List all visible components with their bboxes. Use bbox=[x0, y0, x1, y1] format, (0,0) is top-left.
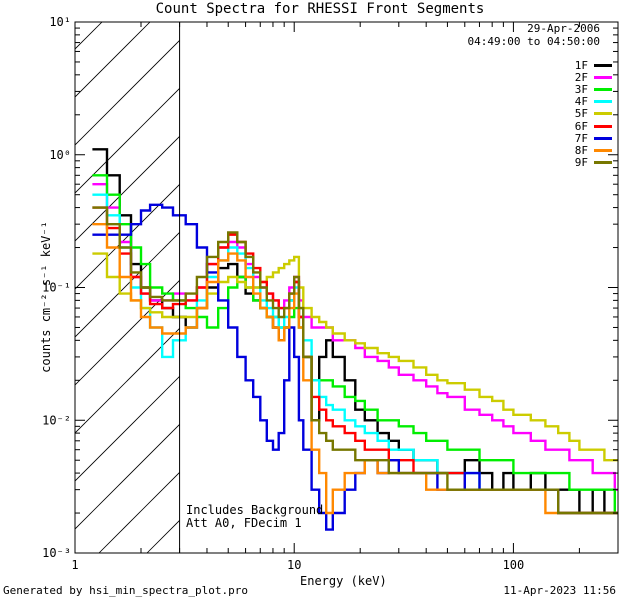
legend-swatch bbox=[594, 136, 612, 140]
y-tick-label: 10⁰ bbox=[49, 148, 71, 162]
legend-label: 9F bbox=[574, 155, 588, 169]
hatch-line bbox=[75, 183, 180, 290]
hatch-line bbox=[98, 471, 180, 553]
y-tick-label: 10⁻³ bbox=[42, 546, 71, 560]
x-tick-label: 10 bbox=[287, 558, 301, 572]
hatch-line bbox=[75, 423, 180, 530]
y-tick-label: 10⁻² bbox=[42, 413, 71, 427]
y-axis-label: counts cm⁻² s⁻¹ keV⁻¹ bbox=[39, 221, 53, 373]
hatch-line bbox=[75, 22, 151, 98]
legend-entry-7F: 7F bbox=[575, 132, 612, 145]
legend-label: 6F bbox=[574, 119, 588, 133]
series-layer bbox=[92, 148, 618, 531]
legend-swatch bbox=[594, 148, 612, 152]
hatch-line bbox=[195, 0, 640, 553]
chart-title: Count Spectra for RHESSI Front Segments bbox=[155, 1, 485, 17]
legend-label: 7F bbox=[574, 131, 588, 145]
series-line-7F bbox=[92, 203, 618, 531]
legend-swatch bbox=[594, 160, 612, 164]
legend-entry-4F: 4F bbox=[575, 95, 612, 108]
axis-ticks: 1 10 100 10⁻³ 10⁻² 10⁻¹ 10⁰ 10¹ bbox=[42, 15, 619, 572]
legend-entry-8F: 8F bbox=[575, 144, 612, 157]
series-line-6F bbox=[92, 206, 618, 515]
hatch-line bbox=[146, 519, 180, 553]
hatch-line bbox=[0, 0, 35, 553]
legend-label: 5F bbox=[574, 107, 588, 121]
time-range: 04:49:00 to 04:50:00 bbox=[467, 35, 600, 48]
legend-swatch bbox=[594, 64, 612, 67]
series-line-8F bbox=[92, 223, 618, 515]
hatch-line bbox=[75, 39, 180, 146]
legend-entry-1F: 1F bbox=[575, 59, 612, 72]
legend-entry-9F: 9F bbox=[575, 156, 612, 169]
legend-entry-3F: 3F bbox=[575, 83, 612, 96]
legend-entry-5F: 5F bbox=[575, 107, 612, 120]
legend-swatch bbox=[594, 112, 612, 116]
legend-entry-2F: 2F bbox=[575, 71, 612, 84]
legend-label: 4F bbox=[574, 95, 588, 109]
annotation-background: Includes Background bbox=[186, 503, 324, 517]
y-tick-label: 10¹ bbox=[49, 15, 71, 29]
series-line-9F bbox=[92, 206, 618, 515]
y-tick-label: 10⁻¹ bbox=[42, 281, 71, 295]
legend-label: 1F bbox=[574, 59, 588, 72]
generated-on-footer: 11-Apr-2023 11:56 bbox=[503, 584, 616, 597]
legend-label: 8F bbox=[574, 143, 588, 157]
legend-label: 2F bbox=[574, 71, 588, 85]
series-line-4F bbox=[92, 193, 618, 515]
legend-entry-6F: 6F bbox=[575, 120, 612, 133]
annotation-attenuator: Att A0, FDecim 1 bbox=[186, 516, 302, 530]
legend-swatch bbox=[594, 76, 612, 80]
x-tick-label: 1 bbox=[71, 558, 78, 572]
hatch-line bbox=[75, 375, 180, 482]
legend-label: 3F bbox=[574, 83, 588, 97]
legend-swatch bbox=[594, 124, 612, 128]
legend-swatch bbox=[594, 88, 612, 92]
observation-date: 29-Apr-2006 bbox=[527, 22, 600, 35]
legend-swatch bbox=[594, 100, 612, 104]
x-axis-label: Energy (keV) bbox=[300, 574, 387, 588]
generated-by-footer: Generated by hsi_min_spectra_plot.pro bbox=[3, 584, 249, 597]
x-tick-label: 100 bbox=[503, 558, 525, 572]
